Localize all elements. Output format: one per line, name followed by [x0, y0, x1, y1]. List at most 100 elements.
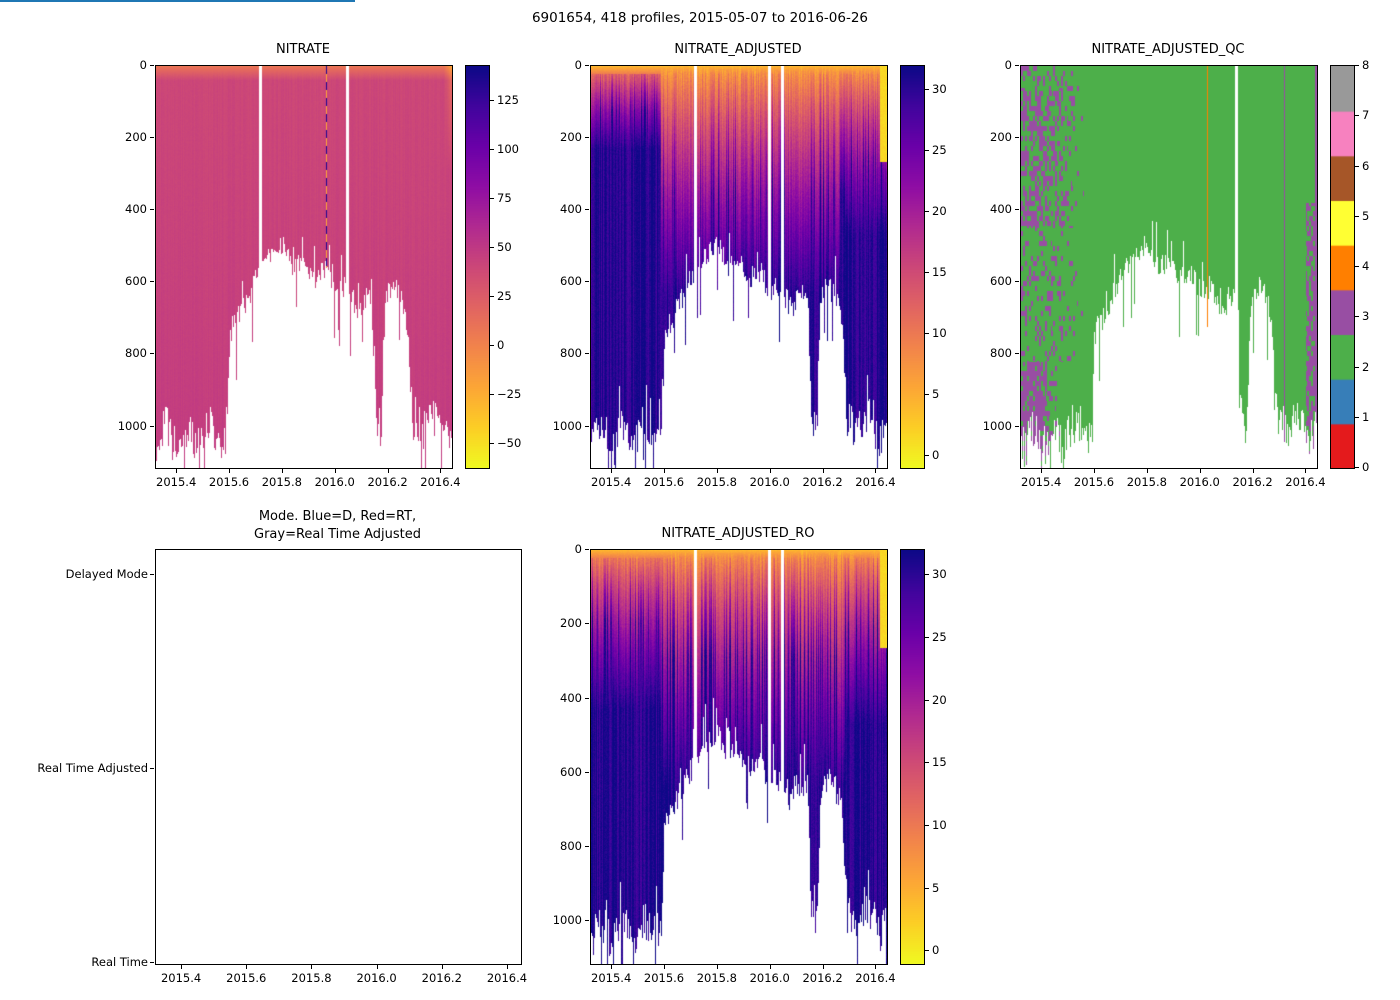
y-tick-label: 600 — [125, 274, 147, 289]
x-tick-label: 2016.0 — [749, 971, 790, 985]
x-tick-mark — [875, 469, 877, 473]
nitrate-adjusted-ro-panel-title: NITRATE_ADJUSTED_RO — [661, 526, 815, 541]
y-tick-mark — [150, 281, 154, 283]
x-tick-mark — [1199, 469, 1201, 473]
x-tick-mark — [1252, 469, 1254, 473]
colorbar-tick-label: 25 — [497, 289, 512, 304]
x-tick-label: 2015.8 — [261, 475, 302, 489]
y-tick-mark — [1015, 65, 1019, 66]
colorbar-tick-label: 3 — [1362, 309, 1370, 324]
x-tick-mark — [822, 469, 824, 473]
colorbar-tick-label: −25 — [497, 387, 522, 402]
y-tick-mark — [585, 209, 589, 211]
colorbar-tick-label: 6 — [1362, 158, 1370, 173]
x-tick-mark — [716, 965, 718, 969]
colorbar-tick-label: 5 — [932, 880, 940, 895]
colorbar-tick-mark — [925, 636, 929, 638]
colorbar-tick-mark — [1355, 165, 1359, 167]
x-tick-label: 2016.2 — [421, 971, 462, 985]
mode-plot-area — [155, 549, 522, 965]
y-tick-mark — [585, 549, 589, 550]
y-tick-label: 1000 — [117, 418, 147, 433]
x-tick-label: 2015.4 — [1021, 475, 1062, 489]
x-tick-mark — [1305, 469, 1307, 473]
x-tick-mark — [611, 965, 613, 969]
y-tick-label: 800 — [125, 346, 147, 361]
colorbar-tick-mark — [490, 198, 494, 200]
colorbar-tick-mark — [925, 211, 929, 213]
y-tick-mark — [585, 281, 589, 283]
colorbar-tick-label: 20 — [932, 692, 947, 707]
mode-title-line1: Mode. Blue=D, Red=RT, — [258, 509, 417, 524]
x-tick-label: 2015.8 — [291, 971, 332, 985]
colorbar-tick-mark — [925, 825, 929, 826]
y-tick-mark — [585, 697, 589, 699]
colorbar-tick-mark — [1355, 366, 1359, 368]
colorbar-tick-label: 10 — [932, 326, 947, 340]
x-tick-mark — [440, 469, 442, 473]
x-tick-label: 2016.4 — [420, 475, 461, 489]
colorbar-tick-mark — [490, 247, 494, 249]
y-tick-mark — [150, 137, 154, 139]
y-tick-label: 600 — [560, 764, 582, 779]
y-tick-label: 0 — [139, 58, 147, 72]
colorbar-tick-label: 50 — [497, 240, 512, 255]
colorbar-tick-label: 8 — [1362, 58, 1370, 72]
mode-category-label: Delayed Mode — [65, 567, 148, 582]
colorbar-tick-mark — [1355, 115, 1359, 117]
x-tick-label: 2016.0 — [749, 475, 790, 489]
y-tick-label: 400 — [990, 202, 1012, 217]
colorbar-tick-label: 5 — [1362, 208, 1370, 223]
colorbar-tick-mark — [490, 443, 494, 445]
mode-panel-title: Mode. Blue=D, Red=RT, Gray=Real Time Adj… — [155, 508, 520, 544]
x-tick-label: 2015.4 — [591, 971, 632, 985]
colorbar-tick-mark — [925, 272, 929, 274]
y-tick-mark — [150, 425, 154, 427]
y-tick-label: 0 — [1004, 58, 1012, 72]
x-tick-mark — [1041, 469, 1043, 473]
x-tick-label: 2016.0 — [314, 475, 355, 489]
y-tick-label: 200 — [560, 130, 582, 145]
nitrate-adjusted-ro-colorbar — [900, 549, 925, 965]
colorbar-tick-label: 75 — [497, 191, 512, 206]
x-tick-label: 2016.0 — [356, 971, 397, 985]
colorbar-tick-label: 30 — [932, 82, 947, 97]
mode-title-line2: Gray=Real Time Adjusted — [254, 527, 421, 542]
mode-category-label: Real Time Adjusted — [37, 761, 148, 776]
colorbar-tick-mark — [925, 574, 929, 576]
y-tick-mark — [1015, 209, 1019, 211]
y-tick-label: 800 — [560, 839, 582, 854]
y-tick-mark — [585, 425, 589, 427]
y-tick-label: 0 — [574, 542, 582, 556]
y-tick-mark — [1015, 137, 1019, 139]
x-tick-mark — [822, 965, 824, 969]
x-tick-mark — [664, 965, 665, 969]
y-tick-label: 200 — [560, 616, 582, 631]
y-tick-label: 600 — [560, 274, 582, 289]
y-tick-mark — [585, 137, 589, 139]
colorbar-tick-mark — [1355, 65, 1359, 66]
colorbar-tick-mark — [490, 296, 494, 298]
x-tick-mark — [176, 469, 178, 473]
colorbar-tick-mark — [925, 699, 929, 701]
x-tick-mark — [506, 965, 508, 969]
y-tick-mark — [150, 962, 154, 964]
x-tick-mark — [181, 965, 183, 969]
colorbar-tick-mark — [925, 333, 929, 334]
colorbar-tick-mark — [925, 887, 929, 889]
qc-flag-colorbar — [1330, 65, 1355, 469]
colorbar-tick-mark — [1355, 215, 1359, 217]
nitrate-adjusted-ro-heatmap — [590, 549, 888, 965]
colorbar-tick-label: 4 — [1362, 259, 1370, 273]
colorbar-tick-label: 1 — [1362, 409, 1370, 424]
x-tick-label: 2015.6 — [1073, 475, 1115, 489]
colorbar-tick-label: 15 — [932, 265, 947, 280]
x-tick-label: 2016.4 — [855, 475, 896, 489]
figure-title: 6901654, 418 profiles, 2015-05-07 to 201… — [531, 10, 869, 26]
y-tick-label: 400 — [125, 202, 147, 217]
nitrate-adjusted-heatmap — [590, 65, 888, 469]
colorbar-tick-mark — [490, 149, 494, 151]
colorbar-tick-mark — [490, 394, 494, 396]
colorbar-tick-label: 7 — [1362, 108, 1370, 123]
y-tick-mark — [585, 65, 589, 66]
